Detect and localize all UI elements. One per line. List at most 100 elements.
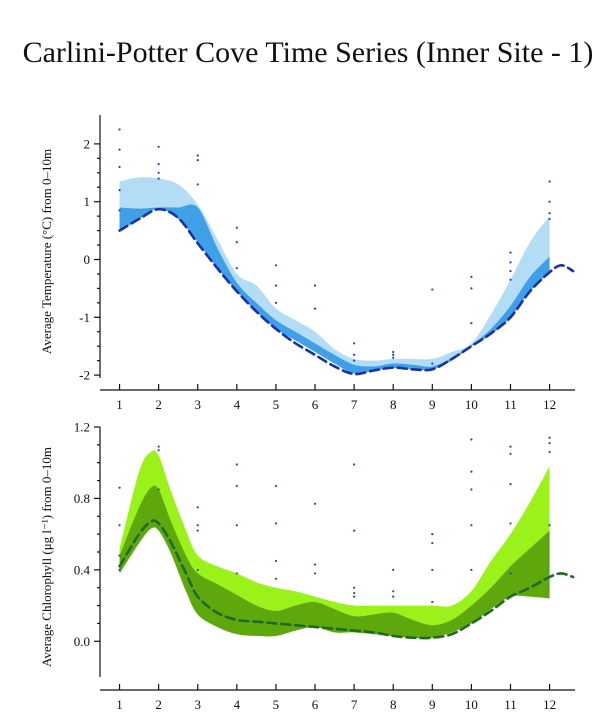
temperature-data-point [235,241,238,244]
chlorophyll-x-tick-label: 8 [390,697,397,712]
chlorophyll-data-point [235,484,238,488]
temperature-data-point [353,342,356,345]
temperature-x-tick-label: 2 [155,397,162,412]
temperature-data-point [509,269,512,273]
temperature-data-point [157,145,160,148]
temperature-data-point [392,353,395,356]
temperature-data-point [118,209,121,212]
temperature-y-tick-label: -2 [79,368,90,383]
temperature-data-point [431,362,434,365]
temperature-data-point [392,356,395,359]
temperature-y-tick-label: -1 [79,310,90,325]
temperature-data-point [235,226,238,229]
chlorophyll-data-point [353,463,356,466]
temperature-data-point [196,158,199,162]
chlorophyll-data-point [157,449,160,452]
temperature-x-tick-label: 5 [273,397,280,412]
temperature-x-tick-label: 4 [234,397,241,412]
temperature-data-point [509,261,512,264]
temperature-y-tick-label: 0 [84,252,91,267]
chlorophyll-x-tick-label: 4 [234,697,241,712]
temperature-data-point [157,163,160,166]
temperature-x-tick-label: 8 [390,397,397,412]
temperature-data-point [196,183,199,186]
temperature-x-tick-label: 6 [312,397,319,412]
temperature-x-tick-label: 7 [351,397,358,412]
temperature-x-tick-label: 10 [465,397,478,412]
chlorophyll-x-tick-label: 3 [194,697,201,712]
chlorophyll-data-point [509,522,512,525]
temperature-data-point [118,128,121,131]
temperature-data-point [470,321,473,325]
chlorophyll-data-point [313,502,317,505]
chlorophyll-x-tick-label: 7 [351,697,358,712]
chlorophyll-data-point [509,452,512,455]
temperature-x-tick-label: 3 [194,397,201,412]
temperature-data-point [548,200,551,203]
temperature-data-point [548,180,551,183]
chlorophyll-data-point [353,595,356,598]
chlorophyll-data-point [431,568,434,571]
chlorophyll-data-point [196,524,199,527]
temperature-data-point [470,275,473,278]
page-title: Carlini-Potter Cove Time Series (Inner S… [23,36,594,69]
chlorophyll-data-point [548,436,551,439]
chlorophyll-data-point [470,438,473,441]
temperature-x-tick-label: 9 [429,397,436,412]
chlorophyll-x-tick-label: 1 [116,697,123,712]
chlorophyll-x-tick-label: 5 [273,697,280,712]
chlorophyll-x-tick-label: 2 [155,697,162,712]
temperature-data-point [274,301,278,304]
temperature-x-tick-label: 1 [116,397,123,412]
temperature-data-point [431,288,434,291]
temperature-data-point [118,229,121,232]
chlorophyll-data-point [157,488,160,491]
chlorophyll-data-point [509,572,512,575]
temperature-data-point [118,165,121,169]
chlorophyll-x-tick-label: 12 [543,697,556,712]
chlorophyll-data-point [431,600,434,604]
temperature-data-point [157,171,160,174]
temperature-outer-band [119,177,550,374]
temperature-y-tick-label: 2 [84,136,91,151]
chlorophyll-data-point [470,470,473,473]
chlorophyll-data-point [353,591,356,595]
chlorophyll-data-point [118,568,121,571]
temperature-y-axis-label: Average Temperature (°C) from 0–10m [39,149,54,354]
temperature-data-point [548,212,551,215]
chlorophyll-x-tick-label: 9 [429,697,436,712]
chlorophyll-data-point [470,488,473,491]
chlorophyll-data-point [274,559,278,563]
temperature-data-point [313,284,317,287]
chlorophyll-data-point [157,445,160,448]
chlorophyll-data-point [313,563,317,566]
chlorophyll-y-axis-label: Average Chlorophyll (μg l⁻¹) from 0–10m [39,447,54,667]
temperature-data-point [118,189,121,192]
chlorophyll-data-point [274,484,278,488]
chlorophyll-data-point [431,541,434,545]
chlorophyll-x-tick-label: 6 [312,697,319,712]
chlorophyll-data-point [353,586,356,589]
temperature-data-point [313,307,317,310]
chlorophyll-data-point [353,529,356,532]
chlorophyll-data-point [392,595,395,598]
chlorophyll-data-point [548,524,551,527]
temperature-data-point [353,353,356,356]
temperature-data-point [235,267,238,270]
chlorophyll-data-point [509,483,512,486]
temperature-data-point [548,217,551,221]
temperature-data-point [274,264,278,267]
chlorophyll-data-point [196,506,199,509]
chlorophyll-x-tick-label: 11 [504,697,517,712]
temperature-data-point [196,154,199,157]
chlorophyll-x-tick-label: 10 [465,697,478,712]
temperature-data-point [157,177,160,180]
chlorophyll-data-point [470,524,473,527]
temperature-data-point [392,350,395,354]
temperature-data-point [118,148,121,151]
chlorophyll-y-tick-label: 0.8 [74,491,90,506]
temperature-data-point [509,278,512,281]
chlorophyll-data-point [196,568,199,571]
